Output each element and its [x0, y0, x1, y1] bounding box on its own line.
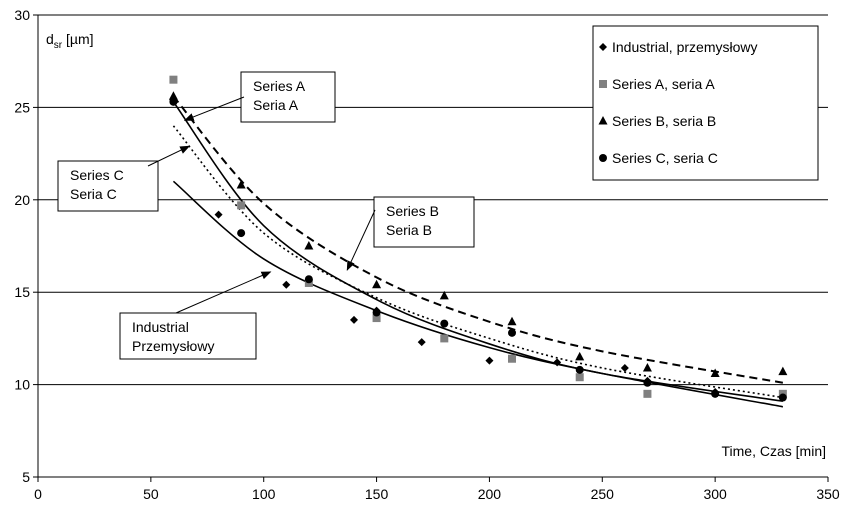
data-point-circle: [169, 97, 178, 106]
data-point-diamond: [350, 315, 358, 324]
data-point-square: [643, 389, 652, 398]
x-tick-label: 0: [34, 486, 42, 502]
data-point-triangle: [439, 290, 449, 300]
annotation-line2: Przemysłowy: [132, 338, 214, 354]
x-tick-label: 250: [591, 486, 615, 502]
x-tick-label: 200: [478, 486, 502, 502]
annotation-line2: Seria A: [253, 97, 299, 113]
legend-marker-circle: [599, 154, 607, 162]
data-point-triangle: [304, 241, 314, 250]
data-point-square: [237, 201, 246, 210]
data-point-diamond: [214, 210, 223, 219]
data-point-diamond: [282, 280, 291, 289]
y-tick-label: 5: [22, 469, 30, 485]
annotation-line1: Series C: [70, 167, 124, 183]
legend-label: Series B, seria B: [612, 113, 716, 129]
legend-label: Industrial, przemysłowy: [612, 39, 758, 55]
x-tick-label: 150: [365, 486, 389, 502]
data-point-circle: [440, 319, 449, 328]
annotation-line2: Seria B: [386, 222, 432, 238]
data-point-triangle: [372, 279, 382, 289]
data-point-diamond: [620, 363, 629, 372]
legend-marker-diamond: [599, 43, 607, 51]
y-axis-label: dsr [µm]: [46, 31, 94, 51]
data-point-circle: [237, 229, 246, 238]
data-point-square: [575, 373, 584, 382]
data-point-circle: [711, 389, 720, 398]
data-point-circle: [575, 365, 584, 374]
annotation-box: [373, 196, 475, 248]
data-point-triangle: [778, 366, 788, 376]
data-point-triangle: [168, 91, 178, 100]
legend-marker-square: [599, 80, 607, 88]
annotation-arrow: [346, 209, 376, 271]
legend-layer: Industrial, przemysłowy Series A, seria A…: [592, 25, 819, 181]
data-point-square: [508, 354, 516, 363]
annotation-line1: Series B: [386, 203, 439, 219]
data-point-triangle: [710, 368, 720, 378]
x-axis-label: Time, Czas [min]: [722, 443, 827, 459]
data-point-circle: [778, 393, 787, 402]
annotation-arrow: [175, 271, 272, 314]
legend-label: Series A, seria A: [612, 76, 715, 92]
y-tick-label: 25: [14, 99, 30, 115]
trend-line-industrial: [172, 180, 784, 408]
data-point-triangle: [575, 351, 585, 361]
data-point-square: [372, 314, 381, 323]
trend-line-series-a: [172, 101, 783, 403]
data-point-square: [440, 334, 449, 343]
annotation-layer: Series A Seria A Series C Seria C Series B Se…: [57, 71, 475, 360]
annotation-line1: Industrial: [132, 319, 189, 335]
legend-box: [592, 25, 819, 181]
y-tick-label: 15: [14, 284, 30, 300]
data-point-triangle: [507, 316, 517, 326]
y-tick-label: 20: [14, 192, 30, 208]
x-tick-label: 300: [703, 486, 727, 502]
y-tick-label: 30: [14, 7, 30, 23]
x-tick-label: 350: [816, 486, 840, 502]
data-point-circle: [508, 328, 516, 337]
trend-line-series-c: [172, 125, 783, 399]
annotation-arrow: [147, 145, 191, 167]
data-point-circle: [643, 378, 652, 387]
annotation-arrow: [183, 96, 245, 121]
data-point-triangle: [236, 180, 246, 189]
trend-line-series-b: [172, 95, 784, 384]
data-point-circle: [304, 275, 313, 284]
legend-marker-triangle: [598, 116, 608, 125]
data-point-diamond: [417, 338, 426, 347]
legend-label: Series C, seria C: [612, 150, 718, 166]
data-point-circle: [372, 308, 381, 317]
points-layer: [168, 75, 788, 402]
annotation-line1: Series A: [253, 78, 306, 94]
annotation-box: [119, 312, 257, 360]
data-point-triangle: [642, 362, 652, 372]
data-point-diamond: [553, 358, 562, 367]
annotation-box: [240, 71, 336, 123]
annotation-line2: Seria C: [70, 186, 117, 202]
x-tick-label: 100: [252, 486, 276, 502]
data-point-square: [169, 75, 178, 84]
data-point-diamond: [485, 356, 494, 365]
annotation-box: [57, 160, 159, 212]
x-tick-label: 50: [143, 486, 159, 502]
y-tick-label: 10: [14, 377, 30, 393]
